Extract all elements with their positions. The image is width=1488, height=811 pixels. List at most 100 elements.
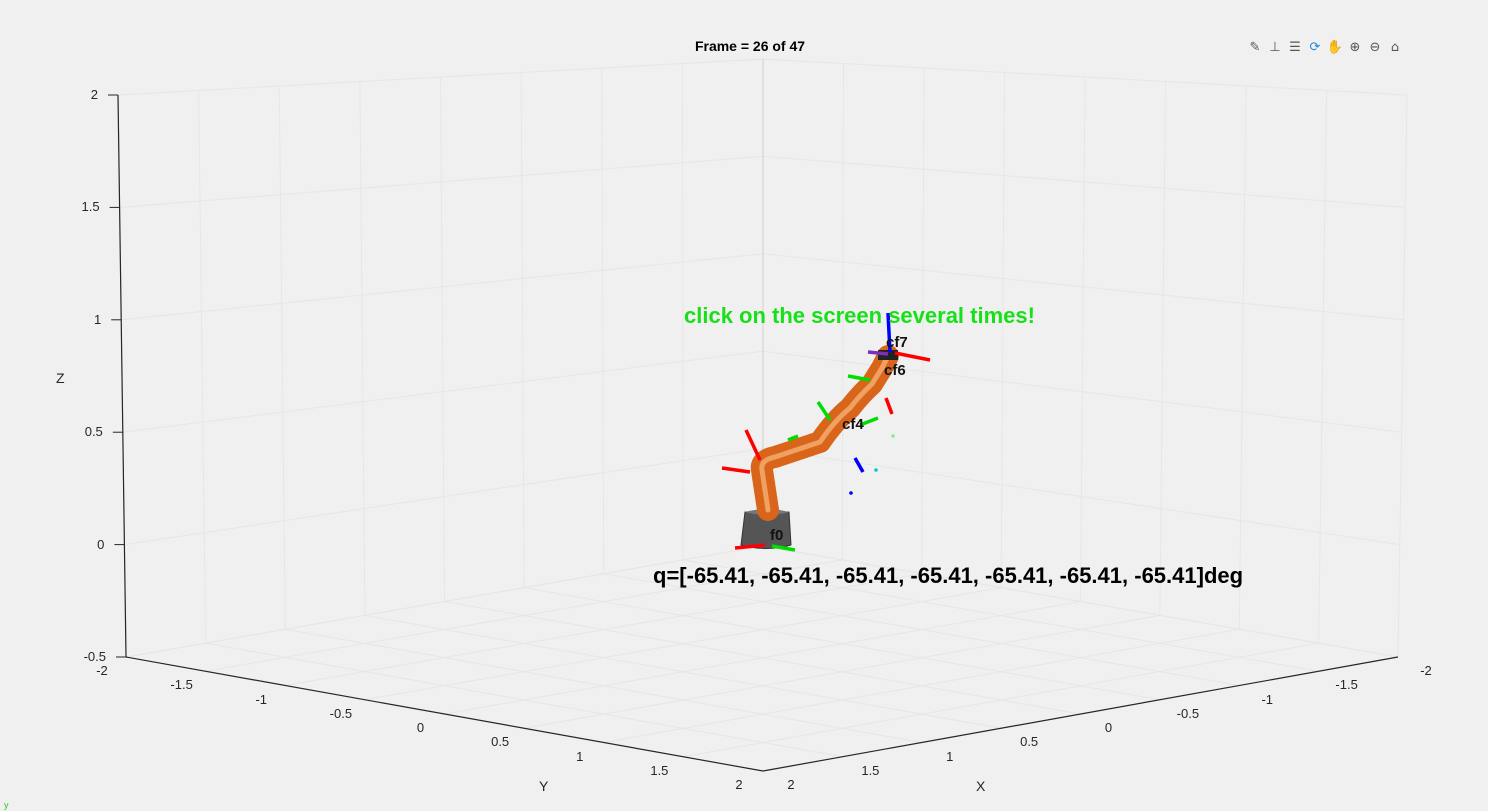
z-tick-label: 0 [97,536,105,552]
z-axis-line [117,94,127,658]
z-axis-label: Z [56,370,65,386]
grid-line [198,90,207,644]
frame-axis [771,544,796,552]
y-tick-label: 1.5 [650,762,669,778]
grid-line [762,155,1406,208]
grid-line [681,63,684,560]
grid-line [1159,81,1166,616]
x-tick-label: 1 [946,748,954,764]
x-tick-label: -1.5 [1335,677,1358,693]
corner-mark: y [4,800,9,810]
target-marker [849,491,853,495]
grid-line [278,85,286,630]
y-tick-label: 1 [576,748,584,764]
frame-axis [734,543,766,550]
frame-axis [884,397,894,415]
x-tick-label: 0 [1104,720,1113,735]
frame-label: cf4 [842,416,864,433]
frame-axis [894,351,931,362]
robot-arm [721,312,931,552]
z-tick-label: 2 [90,87,98,102]
y-tick-label: -1.5 [170,677,193,693]
grid-line [119,155,764,208]
x-tick-label: 0.5 [1020,734,1039,750]
frame-axis [744,429,762,461]
grid-line [1397,94,1408,658]
robot-base [740,511,792,549]
x-tick-label: 2 [787,777,795,792]
brush-icon[interactable]: ✎ [1249,39,1261,55]
grid-line [603,573,1240,686]
x-tick-label: -1 [1261,691,1274,707]
z-tick-label: 1.5 [81,199,100,215]
grid-line [121,253,764,321]
frame-axis [859,416,879,427]
frame-axis [867,350,889,356]
joint-angles-text: q=[-65.41, -65.41, -65.41, -65.41, -65.4… [653,563,1244,588]
plot-title: Frame = 26 of 47 [694,38,806,54]
frame-axis [787,434,799,442]
grid-line [1080,76,1086,602]
x-tick-label: 1.5 [861,762,880,778]
grid-line [122,350,764,433]
z-tick-label: 1 [93,311,102,327]
instruction-text: click on the screen several times! [684,303,1035,328]
grid-line [762,545,1399,658]
grid-line [601,67,605,574]
x-axis-label: X [976,778,986,794]
frame-axis [853,457,865,473]
z-tick-label: -0.5 [83,649,106,664]
frame-axis [721,466,751,474]
y-tick-label: -1 [255,691,268,707]
grid-line [359,81,366,616]
frame-axis [816,401,832,421]
grid-line [683,642,1319,758]
legend-icon[interactable]: ☰ [1289,39,1301,55]
y-axis-label: Y [539,778,549,794]
x-axis-line [762,656,1399,772]
data-tips-icon[interactable]: ⊥ [1269,39,1281,55]
axes-toolbar: ✎ ⊥ ☰ ⟳ ✋ ⊕ ⊖ ⌂ [1246,38,1404,58]
grid-line [1318,90,1327,644]
frame-label: cf7 [886,334,908,351]
y-tick-label: 0.5 [491,734,510,750]
grid-line [524,587,1160,701]
home-icon[interactable]: ⌂ [1390,39,1400,55]
target-marker [891,434,895,438]
grid-line [762,253,1404,321]
grid-line [444,601,1081,715]
frame-label: cf6 [884,362,906,379]
rotate-3d-icon[interactable]: ⟳ [1309,39,1321,55]
grid-line [921,67,925,574]
grid-line [762,350,1402,433]
grid-line [603,628,1240,743]
x-tick-label: -0.5 [1176,705,1200,721]
robot-highlight [759,353,891,513]
grid-line [117,58,764,96]
y-tick-label: -2 [96,663,108,678]
frame-axis [886,312,892,353]
y-axis-line [125,656,764,772]
x-tick-label: -2 [1420,663,1432,678]
frame-axis [847,374,871,382]
z-tick-label: 0.5 [84,424,103,440]
grid-line [440,76,445,602]
grid-line [1238,85,1247,630]
grid-line [683,559,1319,672]
grid-line [762,448,1400,546]
grid-line [762,58,1408,96]
pan-icon[interactable]: ✋ [1326,39,1344,55]
grid-lines [108,58,1408,772]
zoom-out-icon[interactable]: ⊖ [1369,39,1381,55]
frame-label: f0 [770,527,784,544]
grid-line [1000,72,1005,588]
zoom-in-icon[interactable]: ⊕ [1349,39,1361,55]
grid-line [841,63,844,560]
grid-line [520,72,525,588]
grid-line [524,614,1160,729]
grid-line [124,448,764,546]
target-marker [874,468,878,472]
y-tick-label: 0 [416,720,425,735]
